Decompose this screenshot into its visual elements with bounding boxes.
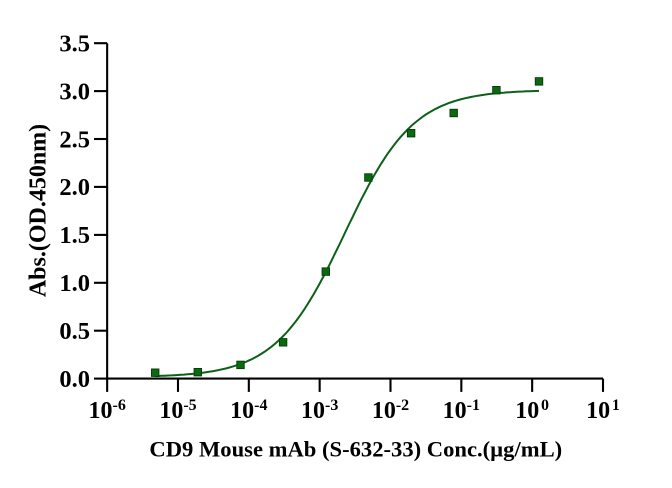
svg-text:2.0: 2.0: [59, 174, 90, 201]
svg-text:101: 10 1: [586, 397, 620, 424]
svg-text:3.5: 3.5: [59, 31, 90, 58]
svg-text:CD9 Mouse mAb (S-632-33) Conc.: CD9 Mouse mAb (S-632-33) Conc.(µg/mL): [149, 437, 562, 462]
svg-text:10-3: 10-3: [301, 397, 338, 424]
svg-text:10-5: 10-5: [159, 397, 196, 424]
svg-text:10-4: 10-4: [230, 397, 267, 424]
svg-text:1.5: 1.5: [59, 222, 90, 249]
svg-text:2.5: 2.5: [59, 126, 90, 153]
svg-text:0.5: 0.5: [59, 318, 90, 345]
svg-text:Abs.(OD.450nm): Abs.(OD.450nm): [25, 124, 51, 297]
svg-text:1.0: 1.0: [59, 270, 90, 297]
svg-text:100: 10 0: [515, 397, 549, 424]
svg-text:10-6: 10-6: [88, 397, 125, 424]
svg-text:3.0: 3.0: [59, 78, 90, 105]
svg-text:0.0: 0.0: [59, 366, 90, 393]
svg-text:10-1: 10-1: [443, 397, 480, 424]
svg-text:10-2: 10-2: [372, 397, 409, 424]
